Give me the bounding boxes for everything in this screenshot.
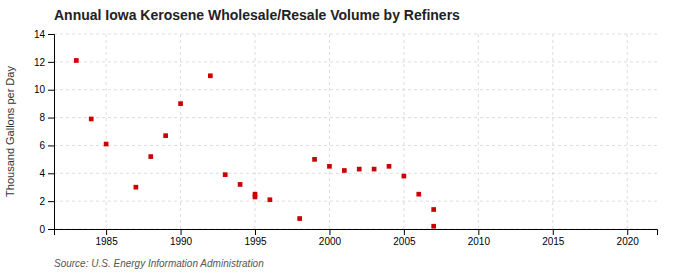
x-axis-tick-mark [329, 229, 330, 235]
x-axis-tick: 1995 [244, 229, 267, 247]
y-axis-tick: 10 [34, 84, 54, 95]
point [387, 164, 392, 169]
x-axis-tick-mark [553, 229, 554, 235]
x-axis-tick: 2000 [319, 229, 342, 247]
grid-line-x [180, 34, 181, 229]
point [431, 207, 436, 212]
grid-line-y [54, 117, 657, 118]
point [163, 133, 168, 138]
x-axis-tick: 1985 [95, 229, 118, 247]
x-axis-tick-mark [404, 229, 405, 235]
y-axis-tick: 0 [39, 224, 54, 235]
grid-line-y [54, 34, 657, 35]
x-axis-tick: 1990 [170, 229, 193, 247]
grid-line-x [552, 34, 553, 229]
x-axis-tick-mark [478, 229, 479, 235]
y-axis-tick-label: 10 [34, 84, 46, 95]
y-axis-tick-mark [48, 34, 54, 35]
point [238, 182, 243, 187]
grid-line-y [54, 173, 657, 174]
point [178, 101, 183, 106]
x-axis-tick-mark [181, 229, 182, 235]
x-axis-tick-label: 2020 [617, 236, 640, 247]
point [402, 174, 407, 179]
x-axis-tick-mark [627, 229, 628, 235]
point [416, 192, 421, 197]
y-axis-tick: 12 [34, 57, 54, 68]
x-axis-tick-label: 2010 [468, 236, 491, 247]
y-axis-title: Thousand Gallons per Day [4, 66, 16, 197]
y-axis-tick: 6 [39, 140, 54, 151]
y-axis: 0 2 4 6 8 10 12 14 [34, 29, 55, 235]
title: Annual Iowa Kerosene Wholesale/Resale Vo… [54, 7, 460, 23]
x-axis-tick: 2010 [468, 229, 491, 247]
x-axis-tick-mark [106, 229, 107, 235]
point [208, 73, 213, 78]
grid-line-y [54, 61, 657, 62]
y-axis-tick-mark [48, 118, 54, 119]
x-axis-tick-label: 2000 [319, 236, 342, 247]
y-axis-tick-label: 6 [39, 140, 45, 151]
point [312, 157, 317, 162]
point [327, 164, 332, 169]
point [74, 58, 79, 63]
y-axis-tick: 8 [39, 112, 54, 123]
y-axis-tick-mark [48, 145, 54, 146]
y-axis-tick-mark [48, 90, 54, 91]
point [134, 185, 139, 190]
y-axis-tick-label: 4 [39, 168, 45, 179]
y-axis-tick-mark [48, 201, 54, 202]
grid-line-x [329, 34, 330, 229]
x-axis-tick-label: 2005 [393, 236, 416, 247]
x-axis: 1985 1990 1995 2000 2005 2010 2015 2020 [55, 229, 658, 247]
y-axis-tick: 4 [39, 168, 54, 179]
y-axis-line [48, 35, 55, 230]
x-axis-tick-label: 2015 [542, 236, 565, 247]
grid-line-y [54, 89, 657, 90]
point [89, 117, 94, 122]
y-axis-tick-label: 0 [39, 224, 45, 235]
y-axis-tick: 14 [34, 29, 54, 40]
point [297, 216, 302, 221]
grid-line-x [106, 34, 107, 229]
y-axis-tick-mark [48, 229, 54, 230]
x-axis-tick: 2005 [393, 229, 416, 247]
chart: 1985 1990 1995 2000 2005 2010 2015 2020 0 2 4 6 8 10 1… [0, 0, 675, 275]
point [431, 224, 436, 229]
x-axis-tick-mark [255, 229, 256, 235]
x-axis-tick: 2020 [617, 229, 640, 247]
y-axis-tick-label: 12 [34, 57, 46, 68]
y-axis-tick-mark [48, 173, 54, 174]
y-axis-tick-label: 14 [34, 29, 46, 40]
point [268, 197, 273, 202]
source-note: Source: U.S. Energy Information Administ… [54, 258, 264, 269]
point [372, 167, 377, 172]
grid-line-x [627, 34, 628, 229]
grid [54, 34, 657, 229]
x-axis-tick-label: 1995 [244, 236, 267, 247]
y-axis-tick-mark [48, 62, 54, 63]
x-axis-tick-label: 1990 [170, 236, 193, 247]
grid-line-x [403, 34, 404, 229]
y-axis-tick: 2 [39, 196, 54, 207]
point [342, 168, 347, 173]
y-axis-tick-label: 8 [39, 112, 45, 123]
point [223, 172, 228, 177]
grid-line-x [478, 34, 479, 229]
point [104, 142, 109, 147]
point [253, 195, 258, 200]
point [357, 167, 362, 172]
y-axis-tick-label: 2 [39, 196, 45, 207]
grid-line-y [54, 201, 657, 202]
grid-line-x [255, 34, 256, 229]
x-axis-tick-label: 1985 [95, 236, 118, 247]
grid-line-y [54, 145, 657, 146]
x-axis-tick: 2015 [542, 229, 565, 247]
point [148, 154, 153, 159]
points [74, 58, 436, 228]
x-axis-line [55, 230, 658, 236]
